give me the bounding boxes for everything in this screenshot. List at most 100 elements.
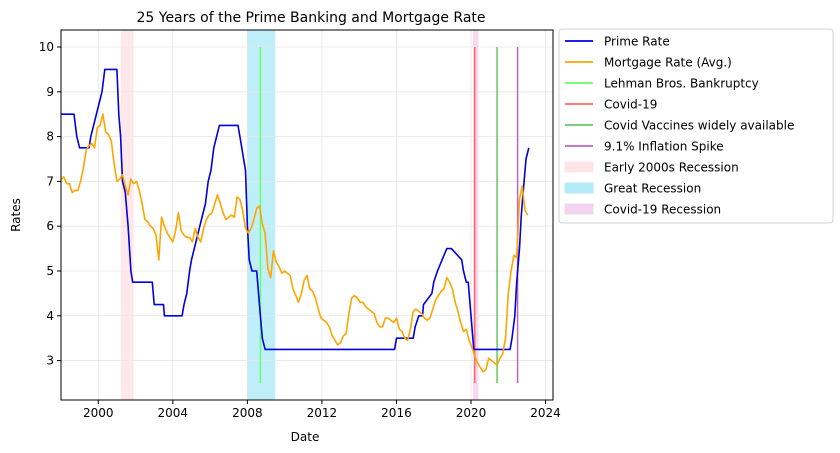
data-point (424, 317, 426, 319)
data-point (527, 214, 529, 216)
data-point (295, 295, 297, 297)
data-point (102, 113, 104, 115)
data-point (264, 349, 266, 351)
data-point (351, 297, 353, 299)
data-point (217, 194, 219, 196)
data-point (178, 212, 180, 214)
data-point (312, 290, 314, 292)
data-point (510, 270, 512, 272)
data-point (106, 69, 108, 71)
data-point (511, 337, 513, 339)
legend-item-4: Covid Vaccines widely available (565, 119, 794, 133)
data-point (524, 210, 526, 212)
data-point (270, 277, 272, 279)
data-point (387, 317, 389, 319)
data-point (111, 140, 113, 142)
x-tick-label: 2008 (232, 406, 263, 420)
data-point (63, 176, 65, 178)
data-point (90, 136, 92, 138)
x-tick-label: 2004 (158, 406, 189, 420)
data-point (461, 259, 463, 261)
data-point (245, 228, 247, 230)
data-point (125, 192, 127, 194)
data-point (228, 216, 230, 218)
data-point (426, 320, 428, 322)
data-point (357, 297, 359, 299)
data-point (404, 337, 406, 339)
data-point (163, 304, 165, 306)
data-point (237, 125, 239, 127)
data-point (192, 241, 194, 243)
data-point (122, 174, 124, 176)
data-point (460, 322, 462, 324)
data-point (315, 297, 317, 299)
data-point (429, 317, 431, 319)
data-point (186, 237, 188, 239)
legend-swatch (564, 161, 594, 173)
data-point (104, 69, 106, 71)
data-point (488, 358, 490, 360)
legend-swatch (564, 182, 594, 194)
data-point (499, 358, 501, 360)
data-point (91, 143, 93, 145)
data-point (467, 281, 469, 283)
data-point (80, 181, 82, 183)
data-point (93, 125, 95, 127)
data-point (101, 91, 103, 93)
data-point (122, 181, 124, 183)
data-point (153, 304, 155, 306)
data-point (446, 277, 448, 279)
data-point (393, 322, 395, 324)
y-tick-label: 10 (39, 40, 54, 54)
data-point (231, 214, 233, 216)
data-point (262, 223, 264, 225)
data-point (216, 136, 218, 138)
data-point (186, 293, 188, 295)
data-point (407, 340, 409, 342)
legend-label: 9.1% Inflation Spike (604, 140, 724, 154)
data-point (98, 102, 100, 104)
data-point (239, 199, 241, 201)
legend-label: Early 2000s Recession (604, 161, 739, 175)
data-point (113, 163, 115, 165)
data-point (373, 313, 375, 315)
data-point (248, 259, 250, 261)
data-point (418, 311, 420, 313)
data-point (414, 326, 416, 328)
data-point (256, 270, 258, 272)
data-point (331, 335, 333, 337)
data-point (172, 241, 174, 243)
data-point (502, 353, 504, 355)
legend-label: Great Recession (604, 182, 701, 196)
data-point (139, 190, 141, 192)
data-point (71, 192, 73, 194)
data-point (412, 337, 414, 339)
x-tick-label: 2016 (381, 406, 412, 420)
data-point (203, 228, 205, 230)
legend-item-2: Lehman Bros. Bankruptcy (565, 77, 759, 91)
data-point (161, 216, 163, 218)
data-point (66, 183, 68, 185)
series-line-0 (61, 68, 530, 351)
legend-item-8: Covid-19 Recession (564, 203, 721, 217)
data-point (401, 331, 403, 333)
data-point (376, 322, 378, 324)
data-point (463, 270, 465, 272)
data-point (125, 185, 127, 187)
data-point (278, 266, 280, 268)
data-point (354, 295, 356, 297)
data-point (399, 328, 401, 330)
legend-item-3: Covid-19 (565, 98, 657, 112)
y-axis: 3 4 5 6 7 8 9 10 (39, 40, 61, 368)
data-point (245, 169, 247, 171)
data-point (284, 270, 286, 272)
data-point (105, 131, 107, 133)
data-point (477, 362, 479, 364)
data-point (337, 344, 339, 346)
data-point (457, 311, 459, 313)
data-point (385, 317, 387, 319)
legend-label: Mortgage Rate (Avg.) (604, 56, 732, 70)
legend-label: Covid Vaccines widely available (604, 119, 794, 133)
recession-spans (120, 30, 479, 400)
